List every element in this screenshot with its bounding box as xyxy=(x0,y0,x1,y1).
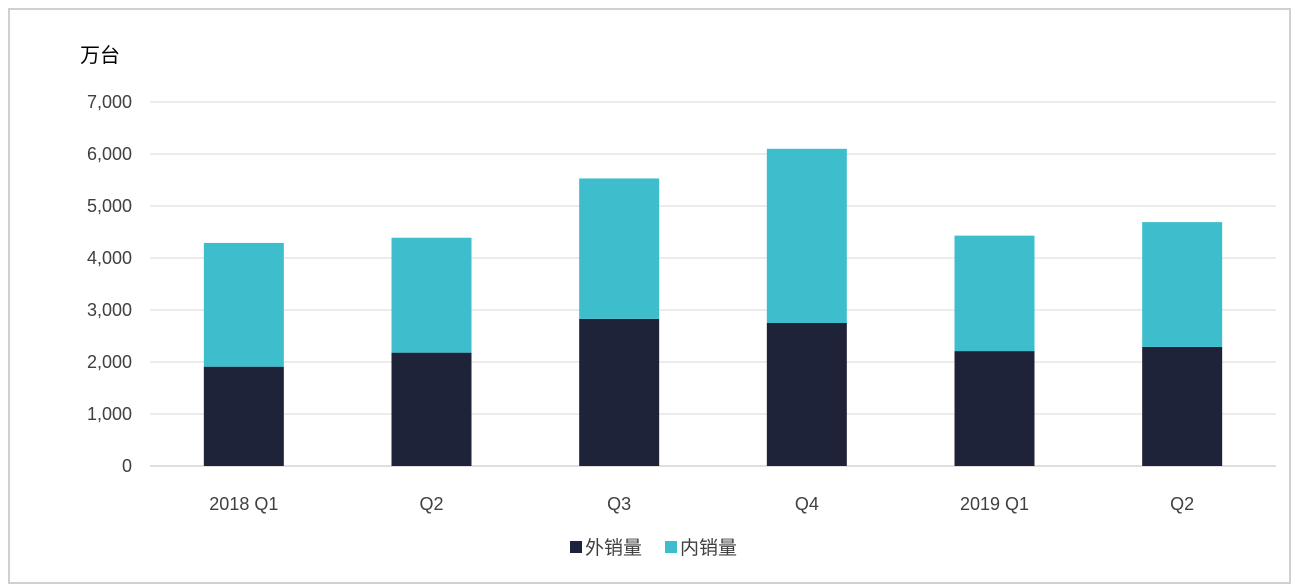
bar-segment-domestic xyxy=(954,235,1035,352)
legend-swatch xyxy=(570,541,582,553)
bar-segment-domestic xyxy=(391,237,472,353)
y-axis-unit-label: 万台 xyxy=(80,43,120,67)
chart-frame: 万台 0 1,000 2,000 3,000 4,000 5,000 6,000 7,000 … xyxy=(8,8,1291,584)
stacked-bar-chart: 万台 01,0002,0003,0004,0005,0006,0007,000 … xyxy=(80,43,1276,559)
bar-segment-domestic xyxy=(579,178,660,319)
bar-segment-export xyxy=(203,366,284,466)
bar-segment-domestic xyxy=(1142,222,1223,347)
y-tick-label: 3,000 xyxy=(87,300,132,320)
bar-segment-export xyxy=(766,323,847,466)
y-axis-tick-labels: 0 1,000 2,000 3,000 4,000 5,000 6,000 7,000 xyxy=(87,92,132,476)
x-tick-label: 2018 Q1 xyxy=(209,494,278,514)
y-tick-label: 7,000 xyxy=(87,92,132,112)
legend-label: 内销量 xyxy=(680,537,737,559)
y-tick-label: 2,000 xyxy=(87,352,132,372)
bars xyxy=(203,148,1223,466)
x-tick-label: Q2 xyxy=(419,494,443,514)
y-tick-label: 6,000 xyxy=(87,144,132,164)
gridlines xyxy=(150,101,1276,467)
y-tick-label: 4,000 xyxy=(87,248,132,268)
bar-segment-domestic xyxy=(203,242,284,367)
y-tick-label: 1,000 xyxy=(87,404,132,424)
bar-segment-export xyxy=(579,318,660,466)
legend-swatch xyxy=(665,541,677,553)
legend-label: 外销量 xyxy=(585,537,642,559)
x-tick-label: Q3 xyxy=(607,494,631,514)
x-tick-label: Q2 xyxy=(1170,494,1194,514)
bar-segment-export xyxy=(391,352,472,466)
bar-segment-export xyxy=(954,351,1035,466)
bar-segment-export xyxy=(1142,346,1223,466)
bar-segment-domestic xyxy=(766,148,847,323)
x-tick-label: Q4 xyxy=(795,494,819,514)
y-tick-label: 0 xyxy=(122,456,132,476)
legend: 外销量 内销量 xyxy=(570,537,737,559)
x-axis-tick-labels: 2018 Q1 Q2 Q3 Q4 2019 Q1 Q2 xyxy=(209,494,1194,514)
y-tick-label: 5,000 xyxy=(87,196,132,216)
x-tick-label: 2019 Q1 xyxy=(960,494,1029,514)
